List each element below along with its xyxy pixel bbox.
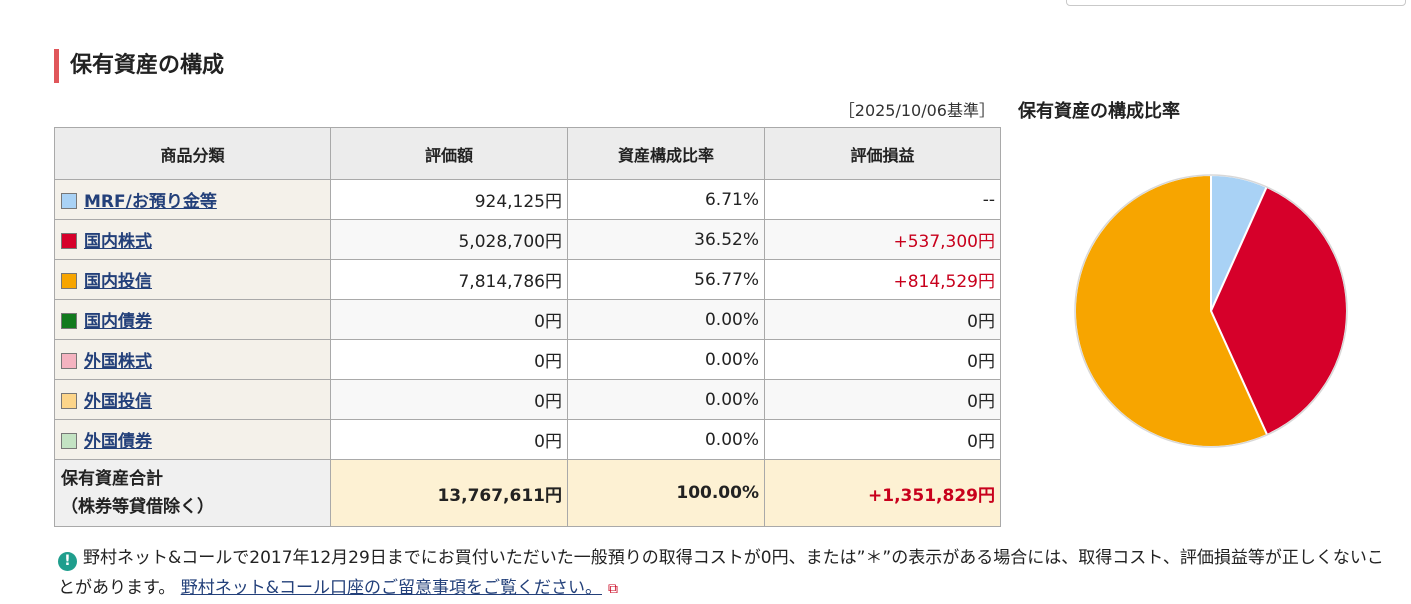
category-link[interactable]: 外国債券 [84, 432, 152, 452]
category-cell: 国内株式 [54, 219, 331, 260]
category-link[interactable]: 国内債券 [84, 312, 152, 332]
table-row: 国内株式 5,028,700円 36.52% +537,300円 [54, 219, 1001, 260]
gain-cell: -- [764, 179, 1001, 220]
ratio-cell: 0.00% [567, 299, 765, 340]
table-header-row: 商品分類 評価額 資産構成比率 評価損益 [54, 127, 1001, 180]
legend-swatch [61, 353, 77, 369]
legend-swatch [61, 193, 77, 209]
ratio-cell: 0.00% [567, 419, 765, 460]
category-cell: 国内投信 [54, 259, 331, 300]
total-label-line1: 保有資産合計 [61, 469, 163, 489]
value-cell: 0円 [330, 339, 568, 380]
gain-cell: +814,529円 [764, 259, 1001, 300]
table-row: MRF/お預り金等 924,125円 6.71% -- [54, 179, 1001, 220]
value-cell: 7,814,786円 [330, 259, 568, 300]
column-header-gain: 評価損益 [764, 127, 1001, 180]
category-link[interactable]: 外国株式 [84, 352, 152, 372]
gain-cell: +537,300円 [764, 219, 1001, 260]
gain-cell: 0円 [764, 339, 1001, 380]
as-of-date: ［2025/10/06基準］ [838, 101, 995, 120]
ratio-cell: 56.77% [567, 259, 765, 300]
category-link[interactable]: 外国投信 [84, 392, 152, 412]
account-notes-link[interactable]: 野村ネット&コール口座のご留意事項をご覧ください。 [180, 578, 602, 598]
legend-swatch [61, 313, 77, 329]
table-row: 外国債券 0円 0.00% 0円 [54, 419, 1001, 460]
table-row: 国内投信 7,814,786円 56.77% +814,529円 [54, 259, 1001, 300]
value-cell: 0円 [330, 419, 568, 460]
legend-swatch [61, 433, 77, 449]
notice: ! 野村ネット&コールで2017年12月29日までにお買付いただいた一般預りの取得… [58, 543, 1398, 604]
gain-cell: 0円 [764, 419, 1001, 460]
ratio-cell: 6.71% [567, 179, 765, 220]
ratio-cell: 36.52% [567, 219, 765, 260]
value-cell: 5,028,700円 [330, 219, 568, 260]
chart-title: 保有資産の構成比率 [1018, 101, 1180, 122]
column-header-ratio: 資産構成比率 [567, 127, 765, 180]
page-title: 保有資産の構成 [54, 49, 224, 83]
external-link-icon: ⧉ [607, 581, 618, 597]
column-header-category: 商品分類 [54, 127, 331, 180]
info-icon: ! [58, 552, 77, 571]
category-cell: 国内債券 [54, 299, 331, 340]
category-link[interactable]: 国内投信 [84, 272, 152, 292]
legend-swatch [61, 273, 77, 289]
legend-swatch [61, 393, 77, 409]
total-value: 13,767,611円 [330, 459, 568, 527]
total-gain: +1,351,829円 [764, 459, 1001, 527]
column-header-value: 評価額 [330, 127, 568, 180]
asset-table: 商品分類 評価額 資産構成比率 評価損益 MRF/お預り金等 924,125円 6.… [54, 127, 1001, 527]
category-cell: MRF/お預り金等 [54, 179, 331, 220]
category-link[interactable]: MRF/お預り金等 [84, 192, 217, 212]
value-cell: 924,125円 [330, 179, 568, 220]
total-label: 保有資産合計 （株券等貸借除く） [54, 459, 331, 527]
total-label-line2: （株券等貸借除く） [61, 497, 214, 517]
category-cell: 外国株式 [54, 339, 331, 380]
value-cell: 0円 [330, 299, 568, 340]
table-row: 外国株式 0円 0.00% 0円 [54, 339, 1001, 380]
table-row: 国内債券 0円 0.00% 0円 [54, 299, 1001, 340]
ratio-cell: 0.00% [567, 339, 765, 380]
gain-cell: 0円 [764, 299, 1001, 340]
legend-swatch [61, 233, 77, 249]
value-cell: 0円 [330, 379, 568, 420]
total-row: 保有資産合計 （株券等貸借除く） 13,767,611円 100.00% +1,… [54, 459, 1001, 527]
ratio-cell: 0.00% [567, 379, 765, 420]
total-ratio: 100.00% [567, 459, 765, 527]
category-cell: 外国債券 [54, 419, 331, 460]
category-link[interactable]: 国内株式 [84, 232, 152, 252]
pie-outline [1074, 174, 1348, 448]
allocation-pie-chart [1074, 173, 1348, 448]
table-row: 外国投信 0円 0.00% 0円 [54, 379, 1001, 420]
gain-cell: 0円 [764, 379, 1001, 420]
category-cell: 外国投信 [54, 379, 331, 420]
top-search-box[interactable] [1066, 0, 1406, 6]
